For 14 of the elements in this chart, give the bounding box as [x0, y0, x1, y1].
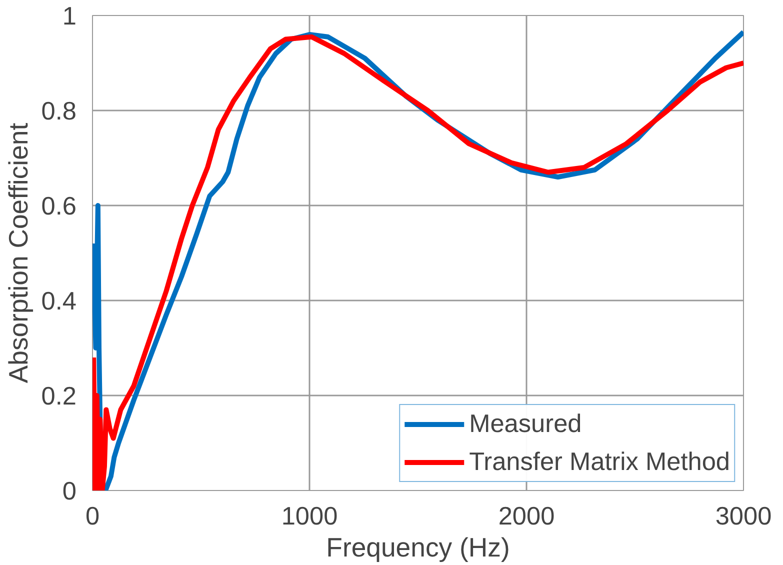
x-tick-label: 0: [85, 502, 100, 530]
y-tick-label: 0: [62, 478, 77, 506]
y-tick-label: 1: [62, 2, 77, 30]
y-tick-label: 0.4: [41, 288, 77, 316]
x-tick-label: 1000: [281, 502, 338, 530]
y-axis-title: Absorption Coefficient: [3, 122, 34, 384]
x-axis-title: Frequency (Hz): [326, 532, 510, 562]
x-tick-label: 3000: [715, 502, 772, 530]
y-tick-label: 0.8: [41, 98, 77, 126]
y-tick-label: 0.6: [41, 192, 77, 220]
legend-label: Measured: [469, 409, 582, 439]
x-tick-label: 2000: [498, 502, 555, 530]
y-tick-label: 0.2: [41, 382, 77, 410]
legend-label: Transfer Matrix Method: [469, 447, 730, 477]
